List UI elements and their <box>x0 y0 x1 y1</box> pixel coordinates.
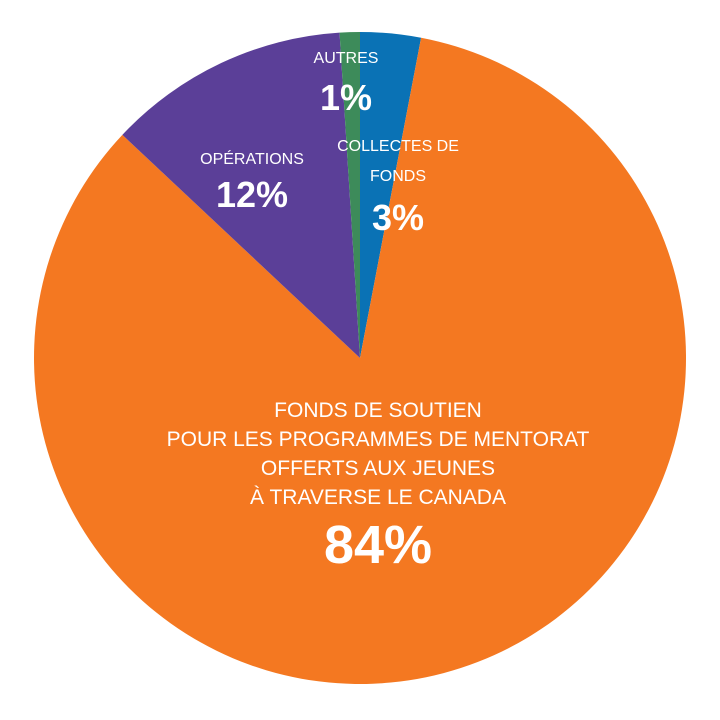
slice-label-soutien-line-1: FONDS DE SOUTIEN <box>274 399 482 422</box>
slice-value-collectes: 3% <box>372 197 424 238</box>
slice-labels: COLLECTES DE FONDS 3% FONDS DE SOUTIEN P… <box>167 50 590 575</box>
slice-autres <box>339 31 360 358</box>
slice-value-operations: 12% <box>216 174 288 215</box>
slice-label-soutien-line-4: À TRAVERSE LE CANADA <box>250 486 506 509</box>
pie-slices <box>34 31 687 684</box>
slice-label-autres: AUTRES <box>314 50 379 67</box>
slice-operations <box>122 32 360 358</box>
slice-fonds-de-soutien <box>34 37 687 684</box>
slice-label-collectes-line-2: FONDS <box>370 168 426 185</box>
slice-label-soutien-line-2: POUR LES PROGRAMMES DE MENTORAT <box>167 428 590 451</box>
slice-label-operations: OPÉRATIONS <box>200 149 304 168</box>
slice-value-soutien: 84% <box>324 515 432 575</box>
slice-collectes-de-fonds <box>360 32 422 358</box>
slice-label-soutien-line-3: OFFERTS AUX JEUNES <box>261 457 495 480</box>
slice-label-collectes-line-1: COLLECTES DE <box>337 138 459 155</box>
slice-value-autres: 1% <box>320 77 372 118</box>
